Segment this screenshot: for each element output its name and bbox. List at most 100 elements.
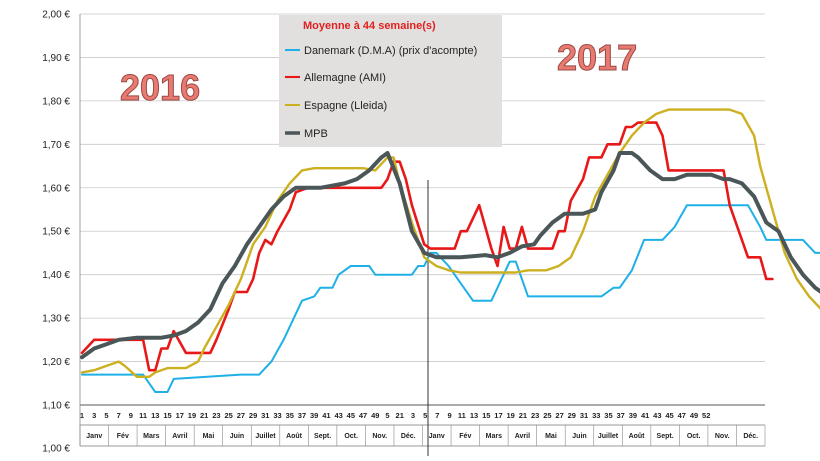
legend-title: Moyenne à 44 semaine(s) [303, 20, 436, 32]
month-label: Janv [86, 433, 102, 440]
y-tick-label: 2,00 € [42, 10, 70, 21]
x-tick-label: 17 [176, 411, 184, 420]
y-tick-label: 1,40 € [42, 270, 70, 281]
x-tick-label: 15 [482, 411, 490, 420]
x-tick-label: 7 [435, 411, 439, 420]
x-tick-label: 52 [702, 411, 710, 420]
x-tick-label: 45 [347, 411, 355, 420]
month-label: Mai [545, 433, 557, 440]
x-tick-label: 29 [568, 411, 576, 420]
x-tick-label: 23 [531, 411, 539, 420]
month-label: Sept. [657, 433, 674, 440]
x-tick-label: 47 [678, 411, 686, 420]
month-label: Déc. [743, 433, 758, 440]
y-tick-label: 1,60 € [42, 183, 70, 194]
x-tick-label: 21 [519, 411, 527, 420]
legend-entry-label: Allemagne (AMI) [304, 72, 386, 84]
legend-entry-label: Danemark (D.M.A) (prix d'acompte) [304, 45, 477, 57]
x-tick-label: 9 [129, 411, 133, 420]
x-tick-label: 15 [163, 411, 171, 420]
month-label: Mars [486, 433, 502, 440]
x-tick-label: 41 [322, 411, 330, 420]
x-tick-label: 37 [617, 411, 625, 420]
y-tick-label: 1,90 € [42, 53, 70, 64]
x-tick-label: 13 [151, 411, 159, 420]
series-line-3 [80, 151, 820, 360]
x-tick-label: 13 [470, 411, 478, 420]
x-tick-label: 49 [371, 411, 379, 420]
month-label: Nov. [715, 433, 730, 440]
x-tick-label: 33 [592, 411, 600, 420]
x-tick-label: 27 [555, 411, 563, 420]
month-label: Oct. [344, 433, 358, 440]
x-axis: 1 3 5 7 9 11 13 15 17 19 21 23 25 27 29 31 33 35 37 39 41 43 4… [79, 14, 766, 447]
x-tick-label: 21 [200, 411, 208, 420]
month-label: Août [286, 433, 303, 440]
month-label: Avril [515, 433, 530, 440]
x-tick-label: 45 [665, 411, 673, 420]
month-label: Mars [143, 433, 159, 440]
x-tick-label: 43 [334, 411, 342, 420]
month-label: Mai [203, 433, 215, 440]
x-tick-label: 3 [92, 411, 96, 420]
x-tick-label: 19 [188, 411, 196, 420]
x-tick-label: 39 [629, 411, 637, 420]
x-tick-label: 1 [80, 411, 84, 420]
x-tick-label: 47 [359, 411, 367, 420]
legend-background [279, 15, 502, 147]
x-tick-label: 31 [261, 411, 269, 420]
x-tick-label: 35 [604, 411, 612, 420]
month-label: Avril [172, 433, 187, 440]
month-label: Oct. [687, 433, 701, 440]
y-tick-label: 1,00 € [42, 444, 70, 455]
series-line-0 [81, 204, 820, 393]
x-tick-label: 37 [298, 411, 306, 420]
y-tick-label: 1,20 € [42, 357, 70, 368]
legend-entry-label: Espagne (Lleida) [304, 100, 387, 112]
month-label: Juillet [255, 433, 276, 440]
x-tick-label: 27 [237, 411, 245, 420]
y-tick-label: 1,10 € [42, 401, 70, 412]
x-tick-label: 23 [212, 411, 220, 420]
x-tick-label: 25 [543, 411, 551, 420]
x-tick-label: 25 [224, 411, 232, 420]
x-tick-label: 29 [249, 411, 257, 420]
y-tick-label: 1,80 € [42, 96, 70, 107]
series-line-1 [80, 121, 774, 372]
month-label: Nov. [372, 433, 387, 440]
series-line-2 [80, 108, 820, 378]
month-label: Juin [572, 433, 586, 440]
y-axis-labels: 1,00 € 1,10 € 1,20 € 1,30 € 1,40 € 1,50 € 1,60… [42, 10, 70, 455]
y-tick-label: 1,70 € [42, 140, 70, 151]
x-tick-label: 5 [104, 411, 108, 420]
x-tick-label: 7 [117, 411, 121, 420]
x-tick-label: 19 [507, 411, 515, 420]
month-label: Juillet [598, 433, 619, 440]
x-tick-label: 35 [286, 411, 294, 420]
x-tick-label: 33 [273, 411, 281, 420]
month-label: Sept. [314, 433, 331, 440]
y-tick-label: 1,30 € [42, 314, 70, 325]
series-lines [80, 108, 820, 393]
x-tick-label: 21 [396, 411, 404, 420]
year-label-2016: 2016 [120, 67, 200, 108]
month-label: Janv [429, 433, 445, 440]
legend-items: Danemark (D.M.A) (prix d'acompte) Allemag… [285, 45, 477, 140]
month-label: Déc. [401, 433, 416, 440]
x-tick-label: 39 [310, 411, 318, 420]
x-tick-label: 17 [494, 411, 502, 420]
x-tick-label: 11 [139, 411, 147, 420]
x-tick-label: 41 [641, 411, 649, 420]
x-tick-label: 3 [411, 411, 415, 420]
month-label: Fév [117, 433, 129, 440]
legend-entry-label: MPB [304, 128, 328, 140]
x-tick-label: 5 [385, 411, 389, 420]
x-tick-label: 31 [580, 411, 588, 420]
x-tick-label: 11 [458, 411, 466, 420]
year-label-2017: 2017 [557, 37, 637, 78]
month-label: Juin [230, 433, 244, 440]
y-tick-label: 1,50 € [42, 227, 70, 238]
x-tick-label: 43 [653, 411, 661, 420]
x-tick-label: 5 [423, 411, 427, 420]
